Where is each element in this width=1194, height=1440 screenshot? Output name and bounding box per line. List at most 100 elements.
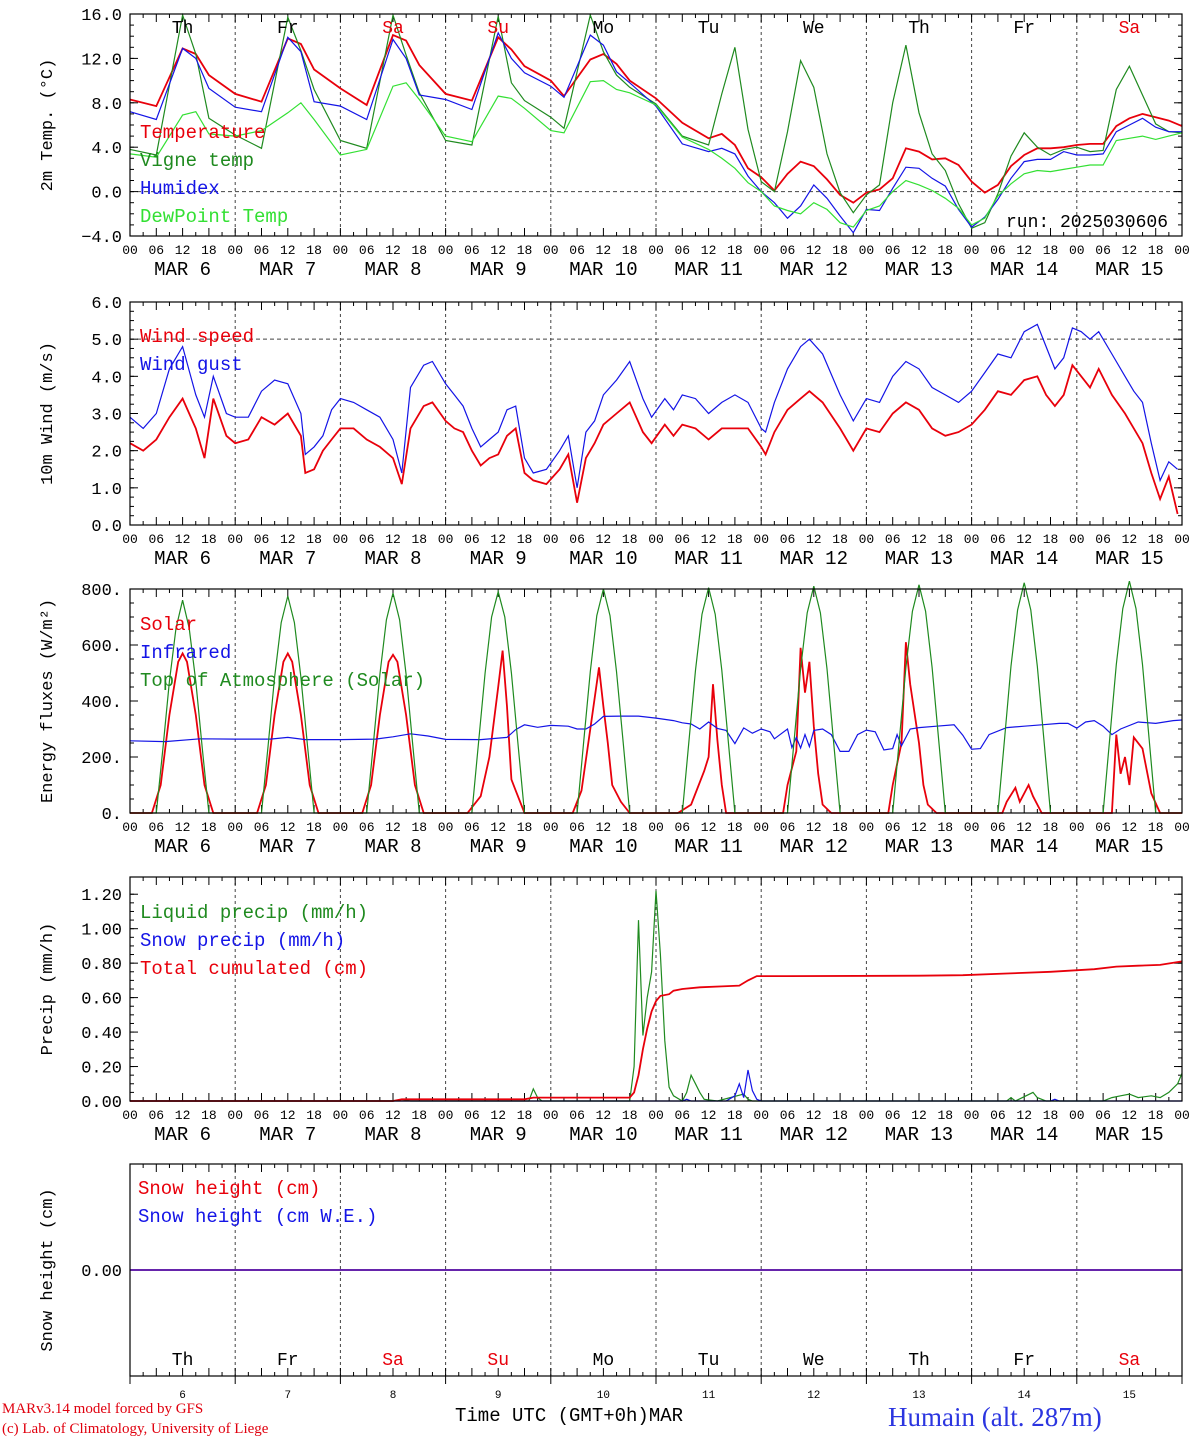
- hour-tick-label: 00: [859, 532, 875, 547]
- day-number-label: 15: [1123, 1390, 1136, 1402]
- hour-tick-label: 12: [911, 243, 927, 258]
- hour-tick-label: 06: [674, 532, 690, 547]
- hour-tick-label: 00: [1069, 243, 1085, 258]
- hour-tick-label: 12: [911, 532, 927, 547]
- hour-tick-label: 06: [1095, 820, 1111, 835]
- hour-tick-label: 18: [1148, 243, 1164, 258]
- hour-tick-label: 06: [1095, 532, 1111, 547]
- legend-entry: Liquid precip (mm/h): [140, 902, 368, 924]
- hour-tick-label: 00: [543, 820, 559, 835]
- legend-entry: DewPoint Temp: [140, 206, 288, 228]
- hour-tick-label: 00: [333, 532, 349, 547]
- hour-tick-label: 12: [701, 1108, 717, 1123]
- time-axis-label: Time UTC (GMT+0h)MAR: [455, 1405, 683, 1427]
- date-label: MAR 7: [259, 548, 316, 570]
- hour-tick-label: 12: [911, 820, 927, 835]
- legend-entry: Top of Atmosphere (Solar): [140, 670, 425, 692]
- date-label: MAR 9: [470, 548, 527, 570]
- plot-frame: [129, 301, 1183, 526]
- y-tick-label: 0.20: [81, 1060, 122, 1079]
- weekday-label: Th: [172, 19, 194, 39]
- hour-tick-label: 12: [806, 243, 822, 258]
- day-number-label: 13: [912, 1390, 925, 1402]
- y-tick-label: 0.: [102, 806, 122, 825]
- legend-entry: Infrared: [140, 642, 231, 664]
- hour-tick-label: 00: [333, 243, 349, 258]
- hour-tick-label: 00: [1174, 243, 1190, 258]
- hour-tick-label: 00: [1069, 532, 1085, 547]
- hour-tick-label: 12: [701, 820, 717, 835]
- legend-entry: Temperature: [140, 122, 265, 144]
- hour-tick-label: 18: [201, 1108, 217, 1123]
- hour-tick-label: 00: [543, 1108, 559, 1123]
- legend-entry: Vigne temp: [140, 150, 254, 172]
- date-label: MAR 10: [569, 259, 637, 281]
- hour-tick-label: 00: [438, 243, 454, 258]
- hour-tick-label: 18: [1043, 820, 1059, 835]
- legend-entry: Snow precip (mm/h): [140, 930, 345, 952]
- hour-tick-label: 00: [753, 1108, 769, 1123]
- day-number-label: 7: [284, 1390, 291, 1402]
- weekday-label: Fr: [277, 1351, 299, 1371]
- hour-tick-label: 00: [753, 243, 769, 258]
- date-label: MAR 8: [364, 836, 421, 858]
- hour-tick-label: 18: [937, 243, 953, 258]
- weekday-label: We: [803, 19, 825, 39]
- hour-tick-label: 12: [175, 1108, 191, 1123]
- legend-entry: Humidex: [140, 178, 220, 200]
- date-label: MAR 15: [1095, 259, 1163, 281]
- date-label: MAR 6: [154, 836, 211, 858]
- hour-tick-label: 06: [464, 243, 480, 258]
- hour-tick-label: 12: [1016, 1108, 1032, 1123]
- hour-tick-label: 18: [411, 532, 427, 547]
- hour-tick-label: 00: [753, 532, 769, 547]
- hour-tick-label: 00: [1174, 820, 1190, 835]
- y-axis-label: 2m Temp. (°C): [39, 59, 58, 192]
- hour-tick-label: 06: [464, 1108, 480, 1123]
- date-label: MAR 10: [569, 548, 637, 570]
- hour-tick-label: 12: [385, 532, 401, 547]
- hour-tick-label: 06: [464, 532, 480, 547]
- day-number-label: 12: [807, 1390, 820, 1402]
- date-label: MAR 11: [674, 548, 742, 570]
- hour-tick-label: 12: [280, 243, 296, 258]
- hour-tick-label: 06: [254, 532, 270, 547]
- hour-tick-label: 00: [227, 820, 243, 835]
- hour-tick-label: 18: [622, 532, 638, 547]
- day-number-label: 10: [597, 1390, 610, 1402]
- series-line: [130, 1069, 1182, 1102]
- hour-tick-label: 12: [596, 820, 612, 835]
- hour-tick-label: 00: [227, 1108, 243, 1123]
- hour-tick-label: 12: [280, 1108, 296, 1123]
- weekday-label: Fr: [277, 19, 299, 39]
- hour-tick-label: 06: [569, 243, 585, 258]
- hour-tick-label: 18: [727, 820, 743, 835]
- hour-tick-label: 00: [1069, 1108, 1085, 1123]
- hour-tick-label: 00: [543, 243, 559, 258]
- hour-tick-label: 12: [1122, 820, 1138, 835]
- hour-tick-label: 18: [937, 532, 953, 547]
- hour-tick-label: 18: [1043, 1108, 1059, 1123]
- hour-tick-label: 18: [201, 820, 217, 835]
- hour-tick-label: 00: [438, 532, 454, 547]
- date-label: MAR 15: [1095, 1124, 1163, 1146]
- hour-tick-label: 00: [333, 1108, 349, 1123]
- hour-tick-label: 12: [280, 820, 296, 835]
- lab-credit: (c) Lab. of Climatology, University of L…: [2, 1421, 269, 1437]
- y-tick-label: 5.0: [91, 332, 122, 351]
- hour-tick-label: 12: [175, 243, 191, 258]
- hour-tick-label: 00: [1069, 820, 1085, 835]
- hour-tick-label: 18: [727, 532, 743, 547]
- weekday-label: We: [803, 1351, 825, 1371]
- y-tick-label: 0.00: [81, 1094, 122, 1113]
- series-line: [129, 715, 1183, 752]
- hour-tick-label: 18: [411, 243, 427, 258]
- hour-tick-label: 12: [385, 243, 401, 258]
- hour-tick-label: 06: [148, 820, 164, 835]
- series-line: [129, 363, 1179, 515]
- hour-tick-label: 18: [1043, 532, 1059, 547]
- weekday-label: Su: [487, 1351, 509, 1371]
- hour-tick-label: 12: [806, 820, 822, 835]
- y-axis-label: Energy fluxes (W/m²): [39, 599, 58, 803]
